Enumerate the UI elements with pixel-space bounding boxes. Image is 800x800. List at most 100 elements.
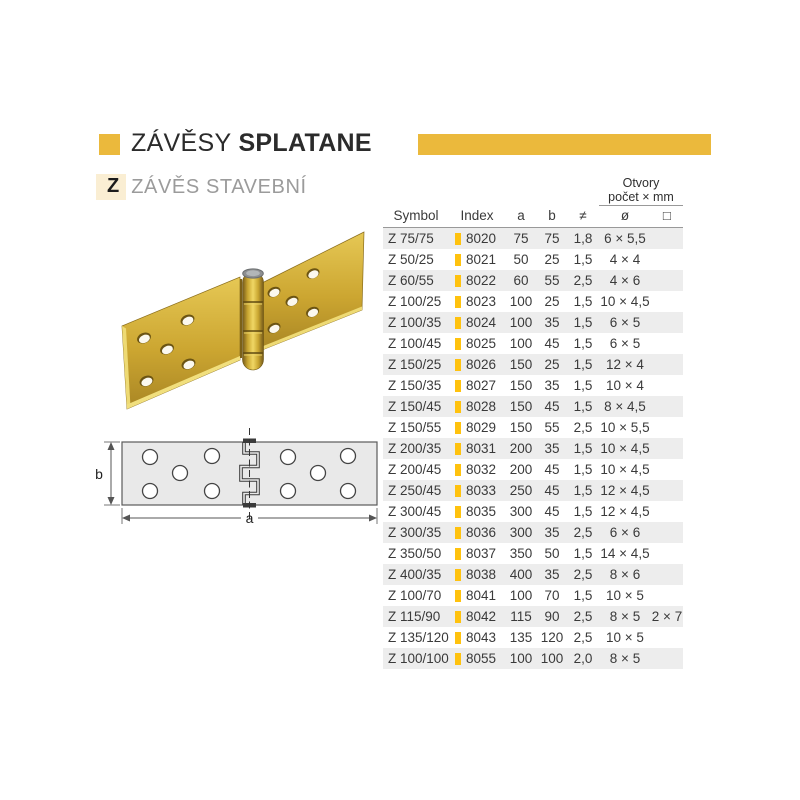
cell-holes-square: [651, 270, 683, 291]
cell-thickness: 2,5: [573, 420, 593, 435]
cell-b: 25: [544, 294, 560, 309]
index-bullet-icon: [455, 652, 461, 665]
cell-symbol: Z 200/45: [388, 462, 442, 477]
hinge-left-plate-bottom-edge: [127, 356, 240, 409]
holes-group-line1: Otvory: [622, 176, 660, 190]
cell-symbol: Z 100/70: [388, 588, 442, 603]
cell-symbol: Z 150/55: [388, 420, 442, 435]
col-header-a: a: [517, 208, 525, 223]
cell-holes-square: [651, 291, 683, 312]
cell-holes-square: [651, 333, 683, 354]
cell-a: 250: [509, 483, 533, 498]
table-row: Z 300/45 8035 300 45 1,5 12 × 4,5: [383, 501, 683, 522]
cell-symbol: Z 150/45: [388, 399, 442, 414]
title-accent-square-icon: [99, 134, 120, 155]
hinge-holes-right: [267, 268, 320, 334]
cell-holes-round: 10 × 4: [606, 378, 644, 393]
dim-a-arrow-right: [369, 514, 377, 522]
cell-holes-round: 6 × 5: [609, 336, 641, 351]
cell-symbol: Z 300/45: [388, 504, 442, 519]
cell-a: 300: [509, 504, 533, 519]
cell-holes-round: 10 × 5,5: [600, 420, 650, 435]
index-bullet-icon: [455, 589, 461, 602]
cell-holes-round: 4 × 6: [609, 273, 641, 288]
table-row: Z 200/35 8031 200 35 1,5 10 × 4,5: [383, 438, 683, 459]
cell-holes-round: 8 × 4,5: [604, 399, 646, 414]
cell-thickness: 1,8: [573, 231, 593, 246]
index-bullet-icon: [455, 253, 461, 266]
table-row: Z 100/70 8041 100 70 1,5 10 × 5: [383, 585, 683, 606]
cell-holes-round: 8 × 5: [609, 609, 641, 624]
cell-thickness: 1,5: [573, 336, 593, 351]
cell-index: 8032: [449, 459, 505, 480]
cell-holes-square: [651, 417, 683, 438]
cell-index: 8025: [449, 333, 505, 354]
cell-thickness: 1,5: [573, 357, 593, 372]
cell-b: 25: [544, 252, 560, 267]
cell-index-value: 8035: [466, 504, 497, 519]
cell-a: 150: [509, 399, 533, 414]
cell-holes-square: [651, 396, 683, 417]
cell-a: 100: [509, 294, 533, 309]
cell-index: 8020: [449, 228, 505, 249]
hinge-right-plate-bottom-edge: [262, 306, 362, 350]
cell-holes-round: 4 × 4: [609, 252, 641, 267]
cell-index: 8043: [449, 627, 505, 648]
cell-thickness: 2,5: [573, 525, 593, 540]
cell-index: 8042: [449, 606, 505, 627]
cell-b: 35: [544, 315, 560, 330]
table-row: Z 100/25 8023 100 25 1,5 10 × 4,5: [383, 291, 683, 312]
cell-holes-square: [651, 522, 683, 543]
cell-index-value: 8022: [466, 273, 497, 288]
cell-holes-square: [651, 564, 683, 585]
cell-b: 50: [544, 546, 560, 561]
col-header-holes-round: ø: [620, 208, 630, 223]
cell-thickness: 1,5: [573, 462, 593, 477]
cell-index-value: 8025: [466, 336, 497, 351]
spec-table: Otvory počet × mm Symbol Index a b ≠ ø □…: [383, 176, 683, 669]
cell-b: 35: [544, 525, 560, 540]
cell-index: 8024: [449, 312, 505, 333]
cell-a: 115: [510, 609, 532, 624]
cell-a: 50: [513, 252, 529, 267]
dim-b-line: [104, 441, 120, 506]
cell-b: 35: [544, 567, 560, 582]
cell-index-value: 8042: [466, 609, 497, 624]
cell-index-value: 8041: [466, 588, 497, 603]
cell-index: 8035: [449, 501, 505, 522]
cell-index: 8055: [449, 648, 505, 669]
table-row: Z 250/45 8033 250 45 1,5 12 × 4,5: [383, 480, 683, 501]
cell-a: 150: [509, 378, 533, 393]
hinge-pin-top: [246, 270, 260, 277]
cell-b: 45: [544, 399, 560, 414]
page-title-prefix: ZÁVĚSY: [131, 129, 232, 157]
cell-b: 100: [540, 651, 564, 666]
title-accent-bar: [418, 134, 711, 155]
cell-symbol: Z 100/35: [388, 315, 442, 330]
cell-thickness: 2,5: [573, 630, 593, 645]
cell-symbol: Z 350/50: [388, 546, 442, 561]
cell-thickness: 2,5: [573, 567, 593, 582]
index-bullet-icon: [455, 568, 461, 581]
table-row: Z 150/35 8027 150 35 1,5 10 × 4: [383, 375, 683, 396]
table-row: Z 150/55 8029 150 55 2,5 10 × 5,5: [383, 417, 683, 438]
dim-a-label: a: [246, 510, 254, 526]
cell-index: 8038: [449, 564, 505, 585]
cell-a: 100: [509, 651, 533, 666]
index-bullet-icon: [455, 463, 461, 476]
col-header-holes-square: □: [662, 208, 672, 223]
cell-index-value: 8043: [466, 630, 497, 645]
cell-b: 45: [544, 462, 560, 477]
dim-a-line: [121, 508, 378, 524]
cell-index-value: 8032: [466, 462, 497, 477]
cell-index: 8023: [449, 291, 505, 312]
cell-symbol: Z 300/35: [388, 525, 442, 540]
table-row: Z 150/45 8028 150 45 1,5 8 × 4,5: [383, 396, 683, 417]
dim-b-arrow-down: [107, 497, 115, 505]
cell-index-value: 8036: [466, 525, 497, 540]
cell-index: 8029: [449, 417, 505, 438]
cell-symbol: Z 100/25: [388, 294, 442, 309]
cell-holes-square: [651, 543, 683, 564]
cell-holes-round: 12 × 4,5: [600, 504, 650, 519]
cell-b: 45: [544, 504, 560, 519]
